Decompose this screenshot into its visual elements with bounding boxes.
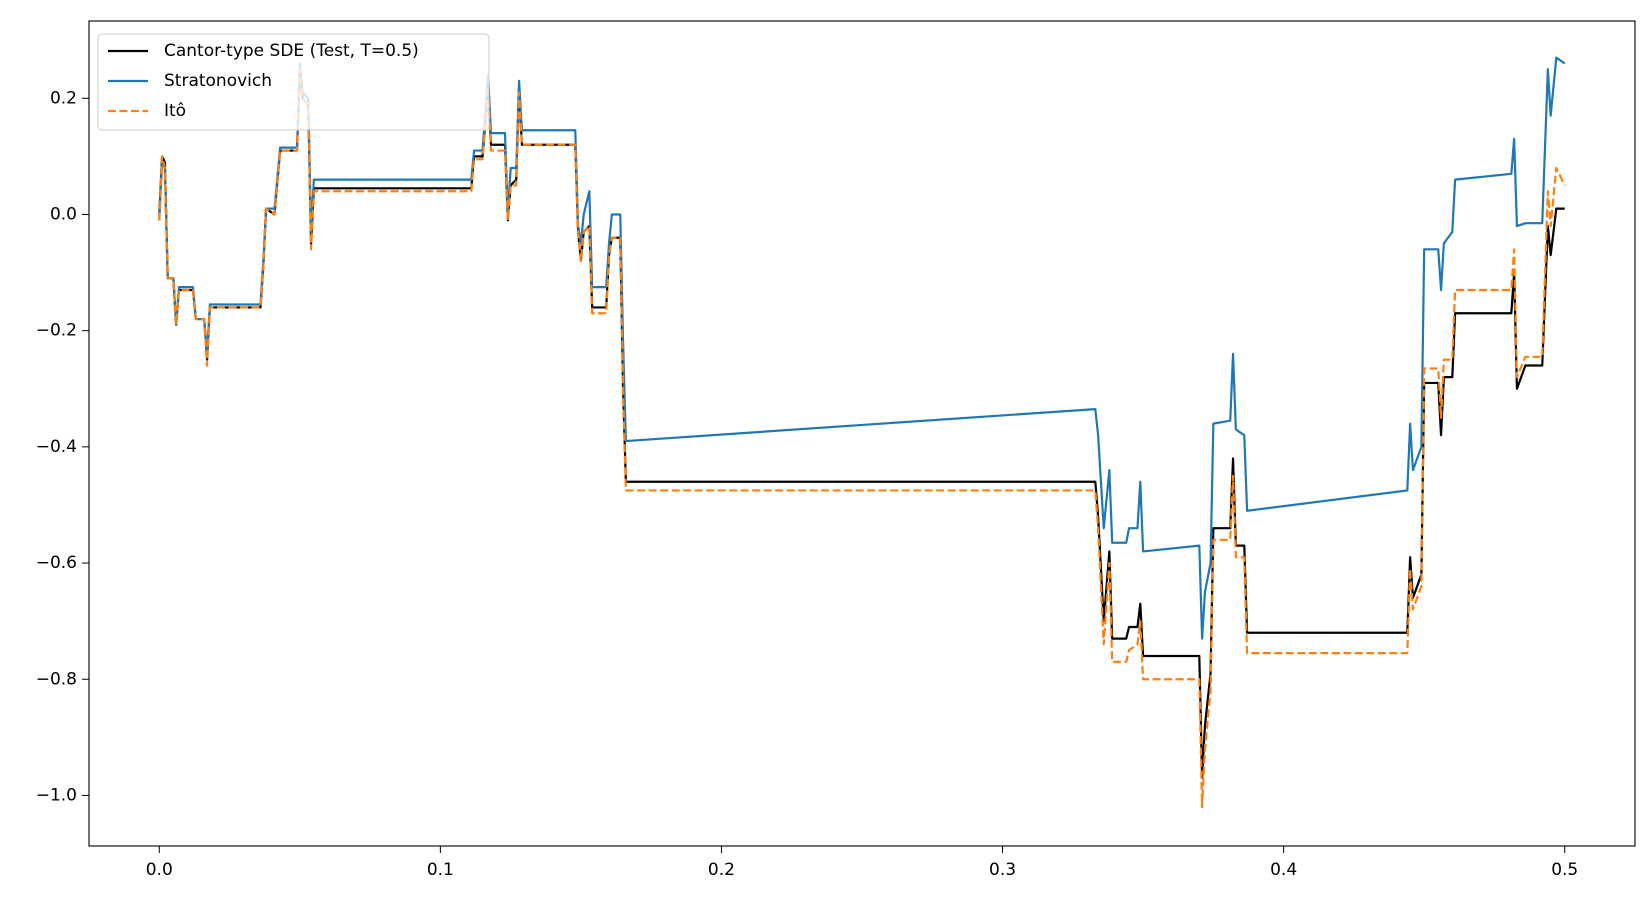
y-tick-label: −0.8 [36,669,77,689]
y-tick-label: −1.0 [36,785,77,805]
x-tick-label: 0.4 [1270,860,1297,880]
y-tick-label: −0.6 [36,553,77,573]
legend-label: Cantor-type SDE (Test, T=0.5) [164,41,419,61]
plot-frame [88,20,1636,847]
y-tick-label: 0.0 [50,204,77,224]
legend-box [97,33,490,131]
series-line [158,56,1566,640]
x-tick-label: 0.1 [427,860,454,880]
series-line [158,68,1566,809]
legend-label: Itô [164,101,186,121]
x-tick-label: 0.5 [1551,860,1578,880]
y-tick-label: 0.2 [50,88,77,108]
series-line [158,68,1565,780]
y-tick-label: −0.4 [36,437,77,457]
x-tick-label: 0.2 [708,860,735,880]
x-tick-label: 0.3 [989,860,1016,880]
y-tick-label: −0.2 [36,321,77,341]
x-tick-label: 0.0 [146,860,173,880]
legend-label: Stratonovich [164,71,272,91]
